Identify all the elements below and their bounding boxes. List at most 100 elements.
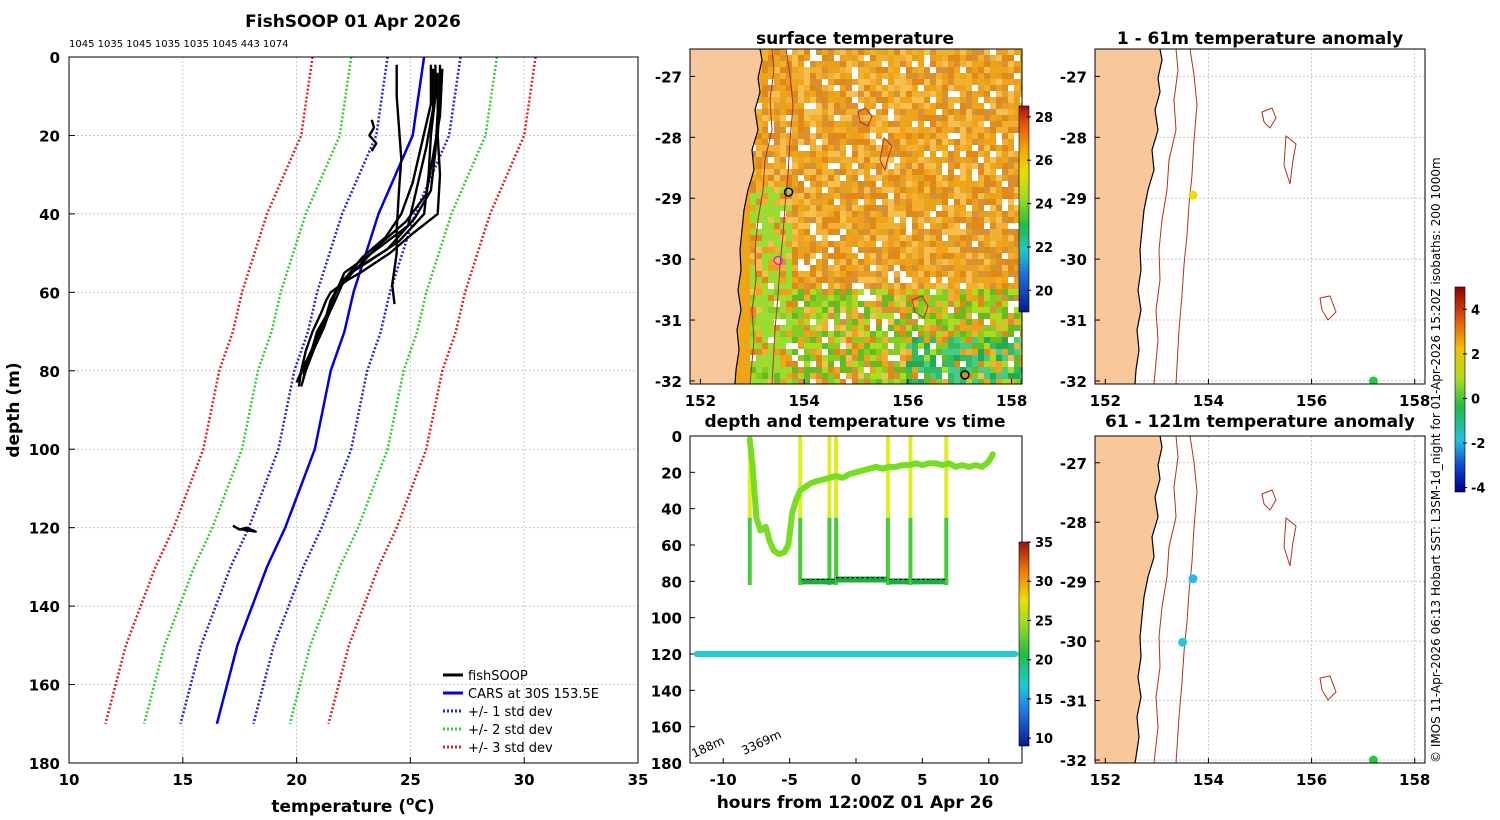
sst-cell (936, 199, 942, 205)
sst-cell (816, 283, 822, 289)
sst-cell (984, 205, 990, 211)
sst-cell (918, 67, 924, 73)
std1-lower-line (179, 57, 389, 725)
sst-cell (924, 319, 930, 325)
sst-cell (990, 61, 996, 67)
anom-upper-ticks: 152 154 156 158-27-28-29-30-31-32 (1060, 68, 1430, 410)
sst-cell (882, 97, 888, 103)
sst-cell (984, 319, 990, 325)
sst-cell (984, 193, 990, 199)
sst-cell (930, 325, 936, 331)
sst-cell (882, 235, 888, 241)
sst-cell (822, 49, 828, 55)
sst-cell (978, 49, 984, 55)
sst-cell (1002, 325, 1008, 331)
sst-cell (828, 367, 834, 373)
sst-cell (918, 241, 924, 247)
sst-cell (786, 187, 792, 193)
anom-lower-ticks: 152 154 156 158-27-28-29-30-31-32 (1060, 455, 1430, 789)
sst-cell (876, 313, 882, 319)
sst-cell (840, 313, 846, 319)
sst-cell (960, 217, 966, 223)
sst-cell (996, 187, 1002, 193)
sst-cell (954, 103, 960, 109)
anom-lower-seamount-2 (1283, 517, 1297, 567)
anom-lower-frame (1094, 435, 1426, 764)
sst-cell (954, 121, 960, 127)
sst-cell (924, 121, 930, 127)
sst-cell (852, 367, 858, 373)
sst-cell (930, 91, 936, 97)
sst-cell (750, 181, 756, 187)
sst-cell (882, 247, 888, 253)
sst-cell (894, 313, 900, 319)
sst-cell (822, 229, 828, 235)
sst-cell (786, 325, 792, 331)
sst-cell (774, 367, 780, 373)
sst-cell (846, 187, 852, 193)
sst-cell (930, 205, 936, 211)
sst-cell (1014, 229, 1020, 235)
sst-cell (870, 235, 876, 241)
sst-cell (840, 139, 846, 145)
anom-lower-title: 61 - 121m temperature anomaly (1105, 412, 1415, 432)
sst-cell (918, 319, 924, 325)
sst-cell (834, 205, 840, 211)
sst-cell (924, 271, 930, 277)
sst-cell (792, 211, 798, 217)
sst-cell (882, 67, 888, 73)
sst-cell (798, 361, 804, 367)
sst-cell (774, 193, 780, 199)
sst-cell (828, 235, 834, 241)
colorbar-tick-label: 20 (1035, 284, 1053, 299)
sst-cell (954, 181, 960, 187)
std3-lower-line (104, 57, 314, 725)
sst-cell (918, 97, 924, 103)
sst-cell (762, 355, 768, 361)
sst-cell (894, 157, 900, 163)
sst-cell (780, 169, 786, 175)
sst-cell (912, 61, 918, 67)
sst-cell (906, 259, 912, 265)
sst-cell (834, 115, 840, 121)
sst-cell (984, 145, 990, 151)
sst-cell (780, 175, 786, 181)
sst-cell (924, 235, 930, 241)
sst-seamount-3 (911, 295, 929, 319)
map-x-tick-label: 156 (1296, 771, 1327, 789)
sst-cell (876, 97, 882, 103)
sst-cell (984, 67, 990, 73)
colorbar-tick-label: 25 (1035, 614, 1053, 629)
sst-cell (834, 253, 840, 259)
sst-cell (978, 331, 984, 337)
std2-upper-line (288, 57, 499, 725)
sst-cell (1008, 313, 1014, 319)
sst-cell (1002, 331, 1008, 337)
sst-cell (828, 175, 834, 181)
sst-cell (1002, 199, 1008, 205)
sst-cell (810, 181, 816, 187)
sst-cell (810, 91, 816, 97)
sst-cell (858, 259, 864, 265)
sst-cell (768, 97, 774, 103)
sst-cell (864, 283, 870, 289)
sst-cell (846, 97, 852, 103)
sst-cell (930, 331, 936, 337)
sst-cell (954, 349, 960, 355)
sst-cell (984, 223, 990, 229)
sst-cell (984, 265, 990, 271)
sst-cell (912, 289, 918, 295)
sst-cell (882, 379, 888, 384)
sst-cell (810, 49, 816, 55)
sst-cell (864, 127, 870, 133)
sst-cell (948, 343, 954, 349)
sst-cell (756, 295, 762, 301)
sst-cell (870, 109, 876, 115)
sst-cell (960, 115, 966, 121)
sst-cell (960, 163, 966, 169)
sst-cell (996, 127, 1002, 133)
map-x-tick-label: 156 (892, 392, 923, 410)
sst-cell (936, 247, 942, 253)
sst-cell (984, 277, 990, 283)
sst-cell (990, 211, 996, 217)
